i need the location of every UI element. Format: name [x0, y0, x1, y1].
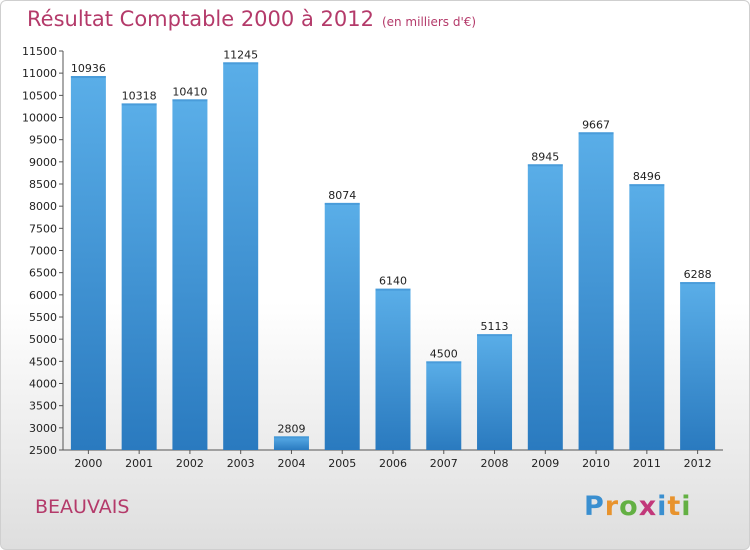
bar-data-label: 10318	[122, 89, 157, 102]
bar[interactable]	[680, 282, 716, 450]
bar-data-label: 2809	[277, 422, 305, 435]
logo-letter: o	[619, 491, 639, 522]
y-tick-label: 7500	[29, 222, 57, 235]
logo-letter: t	[667, 491, 682, 522]
chart-bars: 10936 10318 10410 11245 2809 8074 6140 4500 5113…	[70, 48, 716, 451]
y-tick-label: 8500	[29, 178, 57, 191]
bar[interactable]	[324, 202, 360, 450]
bar[interactable]	[426, 361, 462, 450]
bar-top-edge	[375, 288, 411, 291]
x-tick-label: 2008	[481, 457, 509, 470]
bar[interactable]	[527, 164, 563, 450]
bar-top-edge	[223, 62, 259, 65]
x-tick-label: 2004	[277, 457, 305, 470]
y-tick-label: 2500	[29, 444, 57, 457]
y-tick-label: 4000	[29, 378, 57, 391]
bar[interactable]	[629, 184, 665, 450]
x-tick-label: 2001	[125, 457, 153, 470]
bar-top-edge	[527, 164, 563, 167]
bar-data-label: 8496	[633, 170, 661, 183]
bar[interactable]	[223, 62, 259, 451]
title-unit: (en milliers d'€)	[381, 15, 477, 29]
bar-top-edge	[121, 103, 157, 106]
logo-letter: x	[638, 491, 658, 522]
y-tick-label: 6000	[29, 289, 57, 302]
bar[interactable]	[375, 288, 411, 450]
bar-top-edge	[172, 99, 208, 102]
x-tick-label: 2012	[684, 457, 712, 470]
chart-axes: 2500 3000 3500 4000 4500 5000 5500 6000 6500 7000…	[22, 45, 723, 470]
y-tick-label: 9500	[29, 134, 57, 147]
y-tick-label: 11000	[22, 67, 57, 80]
x-tick-label: 2007	[430, 457, 458, 470]
bar-top-edge	[578, 132, 614, 135]
bar-top-edge	[70, 76, 106, 79]
x-tick-label: 2002	[176, 457, 204, 470]
chart-title: Résultat Comptable 2000 à 2012 (en millie…	[27, 7, 476, 31]
bar-data-label: 10936	[71, 62, 106, 75]
bar-data-label: 8945	[531, 150, 559, 163]
bar[interactable]	[172, 99, 208, 450]
bar-data-label: 6140	[379, 275, 407, 288]
bar-top-edge	[273, 436, 309, 439]
logo-letter: r	[604, 491, 620, 522]
title-text: Résultat Comptable 2000 à 2012	[27, 7, 374, 31]
bar-top-edge	[680, 282, 716, 285]
bar-top-edge	[426, 361, 462, 364]
y-tick-label: 3000	[29, 422, 57, 435]
proxiti-logo[interactable]: Proxiti	[584, 491, 692, 522]
bar-top-edge	[324, 202, 360, 205]
logo-letter: i	[657, 491, 668, 522]
y-tick-label: 5500	[29, 311, 57, 324]
y-tick-label: 4500	[29, 355, 57, 368]
y-tick-label: 8000	[29, 200, 57, 213]
y-tick-label: 9000	[29, 156, 57, 169]
bar[interactable]	[70, 76, 106, 450]
bar-data-label: 8074	[328, 189, 356, 202]
bar-top-edge	[477, 334, 513, 337]
y-tick-label: 11500	[22, 45, 57, 58]
bar-data-label: 10410	[172, 85, 207, 98]
bar[interactable]	[578, 132, 614, 450]
city-name: BEAUVAIS	[35, 496, 130, 518]
y-tick-label: 6500	[29, 267, 57, 280]
y-tick-label: 10500	[22, 89, 57, 102]
x-tick-label: 2003	[227, 457, 255, 470]
x-tick-label: 2011	[633, 457, 661, 470]
x-tick-label: 2010	[582, 457, 610, 470]
bar[interactable]	[121, 103, 157, 450]
y-tick-label: 5000	[29, 333, 57, 346]
x-tick-label: 2006	[379, 457, 407, 470]
bar-data-label: 4500	[430, 347, 458, 360]
bar-data-label: 5113	[481, 320, 509, 333]
logo-letter: i	[681, 491, 692, 522]
y-tick-label: 7000	[29, 245, 57, 258]
y-tick-label: 10000	[22, 112, 57, 125]
logo-letter: P	[584, 491, 605, 522]
y-tick-label: 3500	[29, 400, 57, 413]
bar-data-label: 6288	[684, 268, 712, 281]
bar-data-label: 9667	[582, 118, 610, 131]
bar[interactable]	[477, 334, 513, 450]
x-tick-label: 2005	[328, 457, 356, 470]
x-tick-label: 2009	[531, 457, 559, 470]
bar-top-edge	[629, 184, 665, 187]
x-tick-label: 2000	[74, 457, 102, 470]
bar-data-label: 11245	[223, 48, 258, 61]
bar[interactable]	[273, 436, 309, 450]
